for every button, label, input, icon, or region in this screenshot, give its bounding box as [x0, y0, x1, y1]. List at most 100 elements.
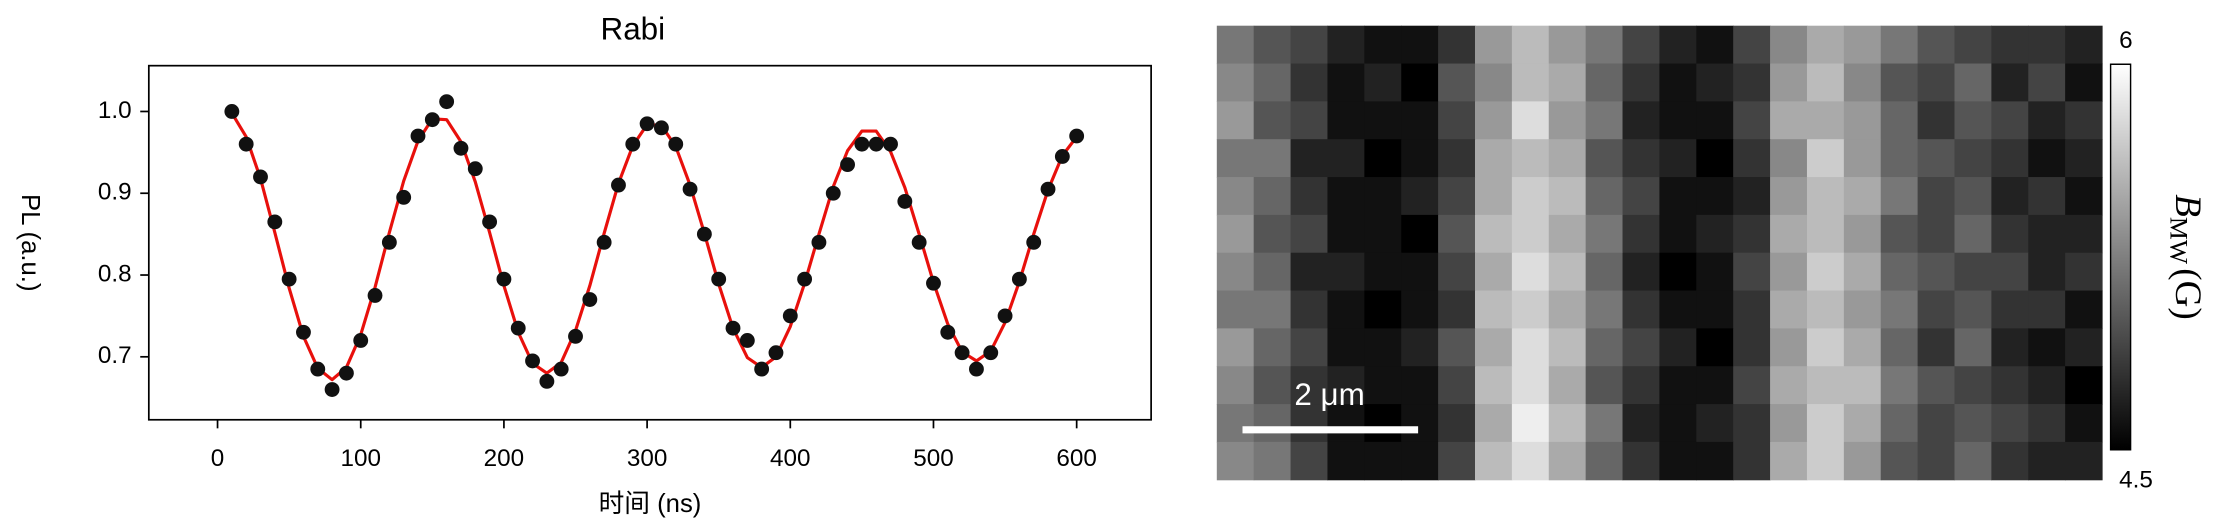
- data-point: [410, 128, 426, 144]
- data-point: [281, 271, 297, 287]
- heatmap-cell: [1954, 25, 1992, 65]
- heatmap-cell: [2028, 139, 2066, 178]
- heatmap-cell: [1438, 214, 1476, 254]
- x-tick-label: 600: [1056, 445, 1097, 472]
- heatmap-cell: [2065, 214, 2103, 254]
- heatmap-cell: [1659, 441, 1697, 481]
- heatmap-cell: [1401, 177, 1439, 216]
- heatmap-cell: [1511, 290, 1550, 329]
- heatmap-cell: [1474, 328, 1513, 367]
- heatmap-cell: [1253, 441, 1292, 481]
- heatmap-cell: [1290, 63, 1329, 102]
- heatmap-cell: [1548, 252, 1587, 292]
- heatmap-cell: [1253, 252, 1292, 292]
- heatmap-cell: [1364, 63, 1402, 102]
- heatmap-cell: [1290, 441, 1329, 481]
- heatmap-cell: [1806, 366, 1845, 405]
- heatmap-cell: [1954, 63, 1992, 102]
- heatmap-cell: [1880, 25, 1919, 65]
- heatmap-cell: [1401, 139, 1439, 178]
- data-point: [267, 214, 283, 230]
- data-point: [854, 136, 870, 152]
- heatmap-cell: [1659, 63, 1697, 102]
- heatmap-cell: [1843, 328, 1882, 367]
- heatmap-cell: [1253, 177, 1292, 216]
- data-point: [997, 308, 1013, 324]
- data-point: [296, 324, 311, 340]
- heatmap-cell: [1290, 328, 1329, 367]
- heatmap-cell: [1548, 290, 1587, 329]
- heatmap-cell: [2028, 366, 2066, 405]
- heatmap-cell: [1511, 328, 1550, 367]
- heatmap-cell: [1585, 101, 1624, 140]
- data-point: [510, 320, 526, 336]
- heatmap-cell: [1917, 404, 1956, 443]
- heatmap-cell: [1327, 290, 1365, 329]
- heatmap-cell: [1364, 139, 1402, 178]
- heatmap-cell: [1880, 177, 1919, 216]
- heatmap-cell: [2065, 25, 2103, 65]
- heatmap-cell: [1438, 25, 1476, 65]
- heatmap-cell: [1917, 441, 1956, 481]
- heatmap-cell: [1733, 328, 1771, 367]
- colorbar-label-unit: (G): [2167, 268, 2208, 320]
- heatmap-cell: [1806, 25, 1845, 65]
- heatmap-cell: [1511, 139, 1550, 178]
- heatmap-cell: [1954, 139, 1992, 178]
- heatmap-cell: [1880, 290, 1919, 329]
- heatmap-cell: [1733, 404, 1771, 443]
- data-point: [453, 140, 469, 156]
- heatmap-cell: [1290, 101, 1329, 140]
- heatmap-cell: [1991, 214, 2029, 254]
- heatmap-cell: [1696, 328, 1734, 367]
- heatmap-cell: [1511, 404, 1550, 443]
- heatmap-cell: [1733, 214, 1771, 254]
- heatmap-cell: [1770, 63, 1808, 102]
- heatmap-cell: [1843, 214, 1882, 254]
- heatmap-cell: [1253, 101, 1292, 140]
- data-point: [482, 214, 498, 230]
- heatmap-cell: [1401, 404, 1439, 443]
- heatmap-cell: [1253, 214, 1292, 254]
- heatmap-cell: [1733, 366, 1771, 405]
- heatmap-cell: [1733, 177, 1771, 216]
- heatmap-cell: [2065, 63, 2103, 102]
- heatmap-cell: [1216, 290, 1255, 329]
- data-point: [840, 157, 855, 173]
- heatmap-cell: [1917, 252, 1956, 292]
- heatmap-cell: [1917, 290, 1956, 329]
- data-point: [539, 373, 555, 389]
- heatmap-cell: [1917, 328, 1956, 367]
- data-point: [381, 234, 397, 250]
- heatmap-cell: [1364, 441, 1402, 481]
- x-tick-label: 100: [340, 445, 381, 472]
- data-point: [668, 136, 684, 152]
- data-point: [897, 194, 913, 209]
- heatmap-cell: [1954, 441, 1992, 481]
- heatmap-cell: [1843, 441, 1882, 481]
- heatmap-cell: [1770, 441, 1808, 481]
- heatmap-cell: [1327, 63, 1365, 102]
- heatmap-cell: [1364, 404, 1402, 443]
- heatmap-cell: [1954, 177, 1992, 216]
- heatmap-cell: [1585, 214, 1624, 254]
- heatmap-cell: [1991, 139, 2029, 178]
- heatmap-cell: [1880, 366, 1919, 405]
- heatmap-cell: [1216, 328, 1255, 367]
- heatmap-cell: [1327, 404, 1365, 443]
- heatmap-cell: [1290, 25, 1329, 65]
- heatmap-cell: [2065, 404, 2103, 443]
- heatmap-cell: [1696, 101, 1734, 140]
- heatmap-cell: [1880, 63, 1919, 102]
- heatmap-cell: [2065, 177, 2103, 216]
- heatmap-cell: [1253, 25, 1292, 65]
- heatmap-cell: [1327, 101, 1365, 140]
- heatmap-cell: [1770, 252, 1808, 292]
- heatmap-cell: [1806, 177, 1845, 216]
- data-point: [367, 288, 383, 303]
- heatmap-cell: [1511, 177, 1550, 216]
- y-tick-label: 0.7: [98, 342, 132, 369]
- data-point: [253, 169, 268, 185]
- heatmap-cell: [1364, 25, 1402, 65]
- heatmap-cell: [1954, 214, 1992, 254]
